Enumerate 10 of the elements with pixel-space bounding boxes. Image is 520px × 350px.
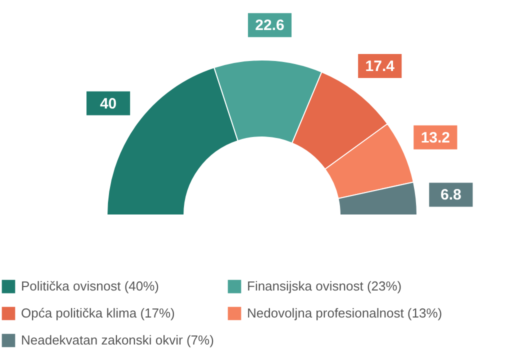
legend-label: Finansijska ovisnost (23%) <box>247 278 402 294</box>
data-label: 22.6 <box>255 17 284 34</box>
legend-label: Nedovoljna profesionalnost (13%) <box>247 306 442 320</box>
data-label: 17.4 <box>365 58 396 75</box>
legend-label: Politička ovisnost (40%) <box>21 278 159 294</box>
legend-label: Opća politička klima (17%) <box>21 306 175 320</box>
data-label: 6.8 <box>440 186 462 204</box>
data-label: 40 <box>100 95 117 112</box>
legend-label: Neadekvatan zakonski okvir (7%) <box>21 332 214 348</box>
data-label: 13.2 <box>420 129 450 146</box>
